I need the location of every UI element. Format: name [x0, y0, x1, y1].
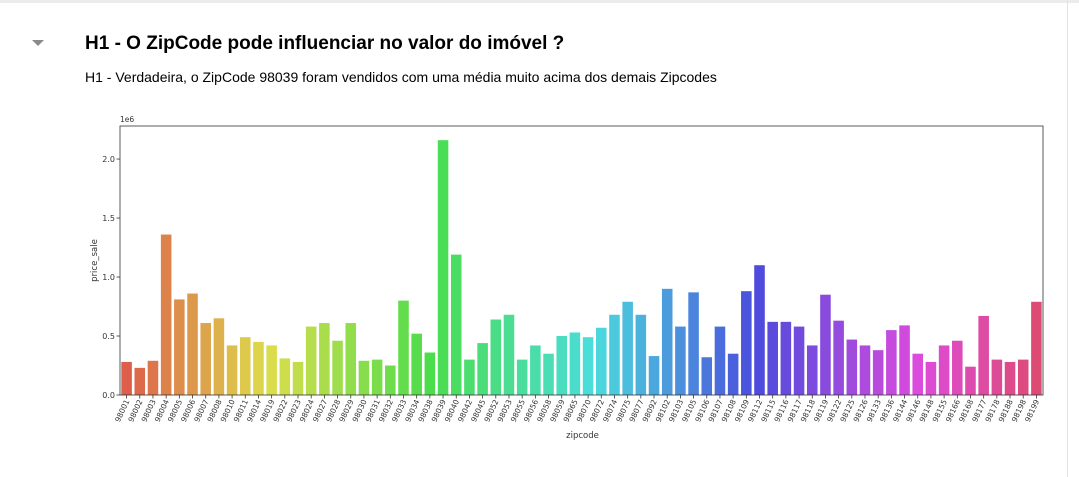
collapse-caret-icon[interactable]	[32, 40, 44, 46]
cell-description: H1 - Verdadeira, o ZipCode 98039 foram v…	[85, 69, 717, 85]
bar-98038	[424, 352, 436, 395]
y-tick-label: 1.5	[102, 214, 115, 223]
bar-98155	[938, 345, 950, 395]
bar-98027	[319, 323, 330, 395]
bar-98034	[411, 333, 422, 395]
bar-98039	[437, 140, 449, 395]
bar-98024	[305, 326, 317, 395]
bar-98072	[596, 327, 607, 395]
bar-98102	[661, 288, 673, 395]
bar-98146	[912, 353, 924, 395]
bar-98133	[872, 350, 884, 395]
bar-98168	[965, 366, 976, 395]
bar-98053	[503, 314, 515, 395]
bar-98144	[899, 325, 910, 395]
bar-98105	[688, 292, 699, 395]
bar-98116	[780, 321, 792, 395]
y-tick-label: 0.5	[102, 332, 115, 341]
bar-98055	[516, 359, 528, 395]
bar-98045	[477, 343, 488, 395]
bar-98126	[859, 345, 871, 395]
bar-98198	[1017, 359, 1029, 395]
cell-heading: H1 - O ZipCode pode influenciar no valor…	[85, 33, 565, 54]
plot-frame	[119, 125, 1044, 396]
bar-98106	[701, 357, 713, 395]
bar-98108	[727, 353, 739, 395]
bar-98077	[635, 314, 647, 395]
bar-98010	[226, 345, 238, 395]
bar-98030	[358, 360, 370, 395]
bar-98119	[820, 294, 831, 395]
bar-98112	[754, 265, 765, 395]
bar-98005	[174, 299, 185, 395]
bar-98042	[464, 359, 475, 395]
bar-98011	[239, 337, 251, 395]
bar-98075	[622, 301, 633, 395]
bar-98052	[490, 319, 502, 395]
bar-98148	[925, 361, 937, 395]
y-tick-label: 1.0	[102, 273, 115, 282]
bar-98117	[793, 326, 805, 395]
bar-98007	[200, 323, 211, 395]
bar-98008	[213, 318, 225, 395]
bar-98118	[806, 345, 818, 395]
bars-group	[121, 140, 1042, 395]
y-offset-label: 1e6	[120, 115, 134, 124]
x-axis: 9800198002980039800498005980069800798008…	[113, 395, 1041, 423]
bar-98032	[385, 365, 396, 395]
bar-98033	[398, 300, 409, 395]
x-axis-label: zipcode	[566, 431, 599, 441]
bar-98001	[121, 361, 132, 395]
bar-98023	[292, 361, 304, 395]
bar-98103	[675, 326, 686, 395]
bar-98003	[147, 360, 159, 395]
bar-98122	[833, 320, 844, 395]
bar-98166	[952, 340, 963, 395]
y-tick-label: 2.0	[102, 155, 115, 164]
bar-98059	[556, 336, 567, 395]
bar-98014	[253, 341, 264, 395]
bar-98109	[741, 291, 752, 395]
bar-98199	[1031, 301, 1042, 395]
y-axis: 0.0 0.5 1.0 1.5 2.0	[102, 155, 120, 400]
bar-98022	[279, 358, 291, 395]
bar-98178	[991, 359, 1003, 395]
bar-98070	[582, 337, 594, 395]
y-tick-label: 0.0	[102, 391, 115, 400]
bar-98107	[714, 326, 726, 395]
bar-98004	[160, 234, 172, 395]
bar-98031	[371, 359, 383, 395]
bar-98019	[266, 345, 277, 395]
bar-98188	[1004, 361, 1016, 395]
bar-98058	[543, 353, 554, 395]
bar-98092	[648, 356, 660, 395]
y-axis-label: price_sale	[90, 239, 100, 282]
bar-98006	[187, 293, 198, 395]
bar-98028	[332, 340, 343, 395]
cell-top-border	[0, 0, 1079, 3]
bar-98056	[530, 345, 541, 395]
bar-98002	[134, 367, 146, 395]
bar-98029	[345, 323, 357, 395]
bar-98177	[978, 315, 989, 395]
bar-98136	[886, 330, 897, 395]
bar-98065	[569, 332, 581, 395]
scrollbar-track[interactable]	[1067, 0, 1068, 477]
bar-98115	[767, 321, 778, 395]
bar-98040	[450, 254, 462, 395]
bar-98125	[846, 339, 858, 395]
bar-98074	[609, 314, 620, 395]
